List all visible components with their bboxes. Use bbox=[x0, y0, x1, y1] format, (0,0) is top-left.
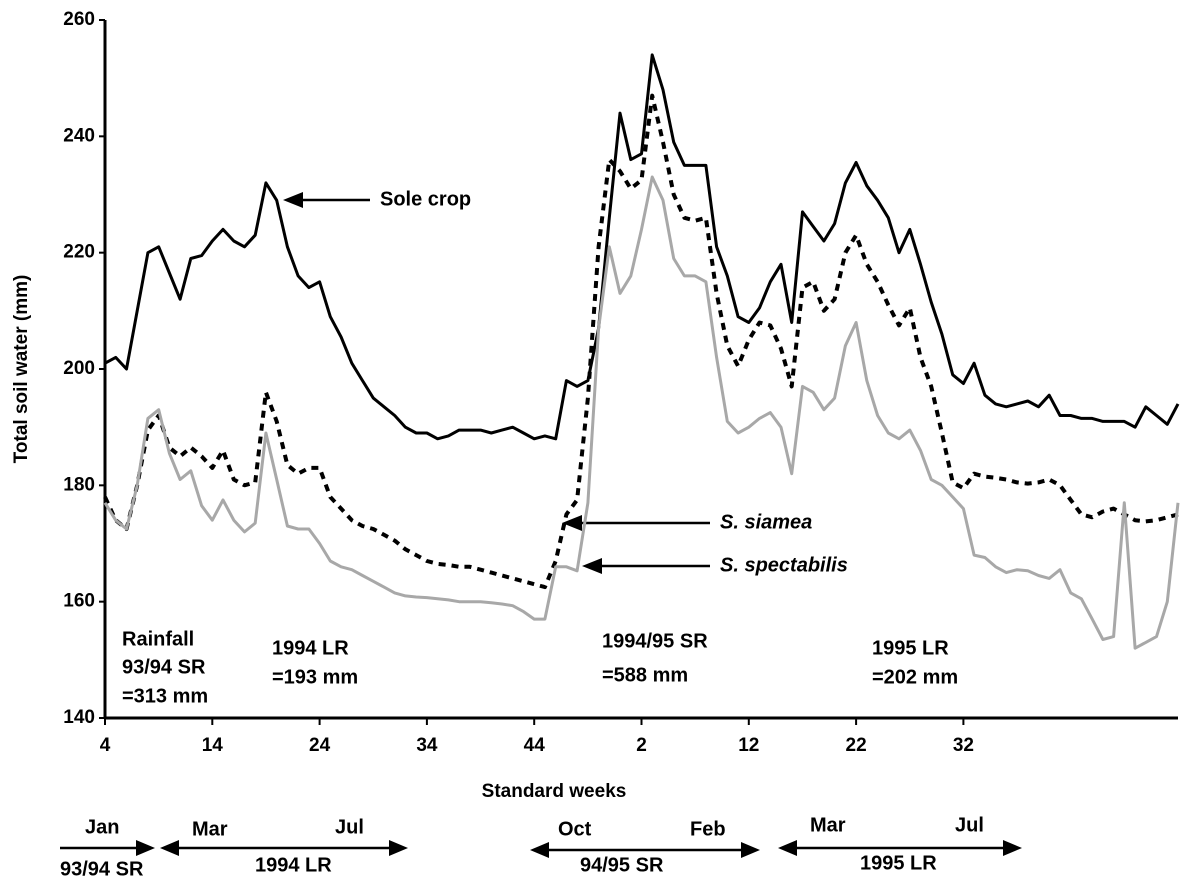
y-tick-label: 140 bbox=[63, 707, 95, 728]
month-label: Jul bbox=[335, 816, 364, 838]
arrow-head bbox=[562, 515, 582, 531]
month-label: Mar bbox=[192, 818, 228, 840]
x-tick-label: 2 bbox=[636, 735, 647, 756]
y-tick-label: 180 bbox=[63, 474, 95, 495]
x-tick-label: 4 bbox=[100, 735, 111, 756]
month-label: Mar bbox=[810, 814, 846, 836]
y-tick-label: 200 bbox=[63, 358, 95, 379]
season-label: 1995 LR bbox=[860, 852, 937, 874]
y-tick-label: 260 bbox=[63, 9, 95, 30]
series-line bbox=[104, 53, 1180, 441]
y-tick-label: 160 bbox=[63, 591, 95, 612]
rainfall-amount: =193 mm bbox=[272, 666, 358, 688]
x-axis-label: Standard weeks bbox=[482, 781, 627, 802]
month-label: Oct bbox=[558, 818, 592, 840]
month-label: Feb bbox=[690, 818, 726, 840]
rainfall-period: 93/94 SR bbox=[122, 656, 206, 678]
series-line bbox=[103, 93, 1179, 590]
y-tick-label: 220 bbox=[63, 242, 95, 263]
arrow-head bbox=[136, 840, 155, 856]
x-tick-label: 44 bbox=[524, 735, 546, 756]
arrow-head bbox=[778, 840, 797, 856]
arrow-head bbox=[160, 840, 179, 856]
rainfall-period: 1994 LR bbox=[272, 637, 349, 659]
arrow-head bbox=[741, 842, 760, 858]
series-label: S. siamea bbox=[720, 511, 812, 533]
x-tick-label: 34 bbox=[416, 735, 438, 756]
y-axis-label: Total soil water (mm) bbox=[11, 275, 32, 464]
rainfall-amount: =313 mm bbox=[122, 685, 208, 707]
arrow-head bbox=[1003, 840, 1022, 856]
rainfall-amount: =588 mm bbox=[602, 664, 688, 686]
rainfall-title: Rainfall bbox=[122, 628, 194, 650]
rainfall-period: 1994/95 SR bbox=[602, 630, 708, 652]
x-tick-label: 32 bbox=[953, 735, 974, 756]
rainfall-amount: =202 mm bbox=[872, 666, 958, 688]
x-tick-label: 22 bbox=[846, 735, 867, 756]
rainfall-period: 1995 LR bbox=[872, 637, 949, 659]
x-tick-label: 14 bbox=[202, 735, 224, 756]
season-label: 1994 LR bbox=[255, 854, 332, 876]
x-tick-label: 12 bbox=[738, 735, 759, 756]
month-label: Jan bbox=[85, 816, 119, 838]
y-tick-label: 240 bbox=[63, 125, 95, 146]
series-label: S. spectabilis bbox=[720, 554, 848, 576]
arrow-head bbox=[389, 840, 408, 856]
season-label: 94/95 SR bbox=[580, 854, 664, 876]
arrow-head bbox=[283, 192, 303, 208]
arrow-head bbox=[582, 558, 602, 574]
month-label: Jul bbox=[955, 814, 984, 836]
x-tick-label: 24 bbox=[309, 735, 331, 756]
series-label: Sole crop bbox=[380, 188, 471, 210]
season-label: 93/94 SR bbox=[60, 858, 144, 880]
arrow-head bbox=[530, 842, 549, 858]
series-line bbox=[103, 175, 1180, 650]
